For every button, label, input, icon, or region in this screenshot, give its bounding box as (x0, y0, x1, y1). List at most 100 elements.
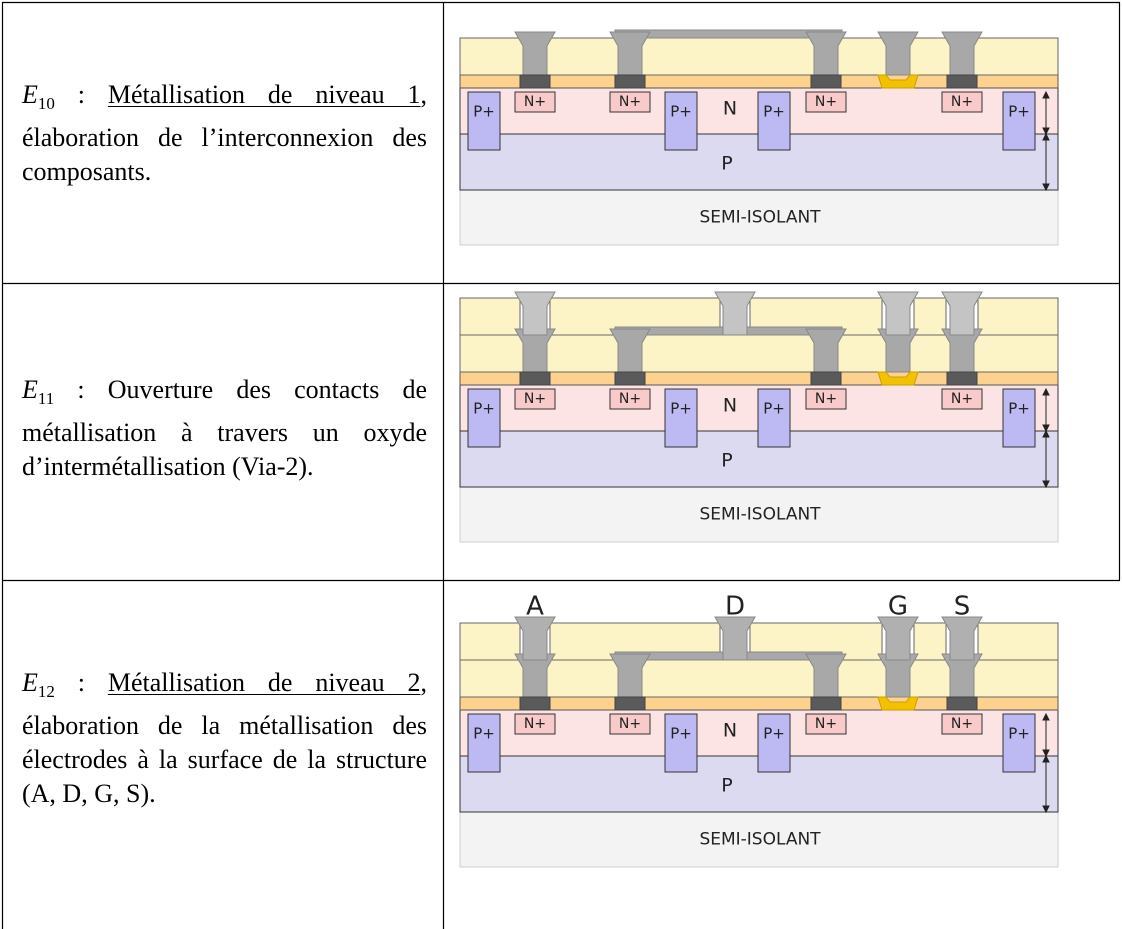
n-plus-region (514, 91, 556, 113)
n-label: N (723, 98, 737, 120)
p-plus-label: P+ (1008, 103, 1030, 121)
p-plus-label: P+ (763, 725, 785, 743)
step-title: Métallisation de niveau 2 (107, 668, 421, 697)
step-index: 12 (37, 682, 55, 701)
via (514, 616, 556, 661)
oxide-2 (977, 622, 1059, 661)
separator: : (54, 80, 108, 109)
n-label: N (723, 720, 737, 742)
via (714, 291, 756, 336)
step-text: Ouverture des contacts de métallisation … (22, 375, 427, 481)
via (941, 616, 983, 661)
step-description: E12 : Métallisation de niveau 2, élabora… (22, 666, 427, 811)
contact (614, 696, 646, 711)
contact (810, 696, 842, 711)
oxide-2 (459, 297, 521, 336)
step-description: E10 : Métallisation de niveau 1, élabora… (22, 78, 427, 189)
p-plus-well (467, 388, 501, 448)
step-symbol: E (22, 80, 38, 109)
separator: : (54, 668, 108, 697)
n-plus-label: N+ (951, 391, 973, 407)
contact (810, 371, 842, 386)
via (941, 291, 983, 336)
p-plus-well (664, 713, 698, 773)
step-symbol: E (22, 375, 38, 404)
n-plus-region (805, 713, 847, 735)
gate (877, 74, 919, 89)
contact (519, 696, 551, 711)
p-plus-well (1002, 388, 1036, 448)
n-plus-region (609, 91, 651, 113)
contact (519, 371, 551, 386)
n-plus-label: N+ (524, 716, 546, 732)
step-index: 11 (37, 389, 55, 408)
arrow-head (1042, 754, 1050, 763)
oxide-2 (977, 297, 1059, 336)
p-plus-well (757, 91, 791, 151)
step-index: 10 (37, 94, 55, 113)
via (514, 291, 556, 336)
separator: : (54, 375, 108, 404)
n-plus-label: N+ (815, 391, 837, 407)
step-title: Métallisation de niveau 1 (107, 80, 421, 109)
step-text: , élaboration de l’interconnexion des co… (22, 80, 427, 186)
substrate (459, 811, 1059, 868)
electrode-label: A (526, 592, 544, 622)
p-plus-well (757, 388, 791, 448)
via (877, 291, 919, 336)
p-plus-label: P+ (670, 103, 692, 121)
n-plus-label: N+ (524, 391, 546, 407)
p-plus-label: P+ (473, 103, 495, 121)
via (877, 616, 919, 661)
n-plus-label: N+ (815, 94, 837, 110)
substrate-label: SEMI-ISOLANT (699, 208, 821, 228)
oxide-2 (459, 622, 521, 661)
p-plus-label: P+ (670, 400, 692, 418)
arrow-head (1042, 480, 1050, 489)
p-plus-label: P+ (473, 400, 495, 418)
n-plus-region (514, 388, 556, 410)
n-plus-label: N+ (619, 716, 641, 732)
contact (614, 371, 646, 386)
p-plus-label: P+ (1008, 725, 1030, 743)
step-text: , élaboration de la métallisation des él… (22, 668, 427, 808)
n-plus-region (941, 388, 983, 410)
arrow-head (1042, 183, 1050, 192)
substrate (459, 189, 1059, 246)
p-plus-well (1002, 91, 1036, 151)
n-plus-region (805, 91, 847, 113)
contact (946, 74, 978, 89)
n-plus-region (609, 388, 651, 410)
arrow-head (1042, 805, 1050, 814)
gate (877, 696, 919, 711)
p-plus-well (664, 91, 698, 151)
p-plus-label: P+ (1008, 400, 1030, 418)
arrow-head (1042, 429, 1050, 438)
p-plus-label: P+ (763, 400, 785, 418)
p-plus-well (467, 91, 501, 151)
arrow-head (1042, 712, 1050, 721)
p-plus-label: P+ (473, 725, 495, 743)
step-description: E11 : Ouverture des contacts de métallis… (22, 373, 427, 484)
p-label: P (721, 450, 732, 472)
contact (614, 74, 646, 89)
n-plus-label: N+ (951, 716, 973, 732)
n-plus-label: N+ (951, 94, 973, 110)
p-plus-label: P+ (670, 725, 692, 743)
arrow-head (1042, 132, 1050, 141)
contact (810, 74, 842, 89)
substrate-label: SEMI-ISOLANT (699, 505, 821, 525)
p-plus-well (1002, 713, 1036, 773)
substrate-label: SEMI-ISOLANT (699, 830, 821, 850)
arrow-head (1042, 387, 1050, 396)
n-plus-label: N+ (524, 94, 546, 110)
p-plus-well (757, 713, 791, 773)
n-plus-region (941, 713, 983, 735)
n-plus-label: N+ (619, 391, 641, 407)
p-label: P (721, 153, 732, 175)
arrow-head (1042, 90, 1050, 99)
substrate (459, 486, 1059, 543)
arrow-head (1042, 424, 1050, 433)
